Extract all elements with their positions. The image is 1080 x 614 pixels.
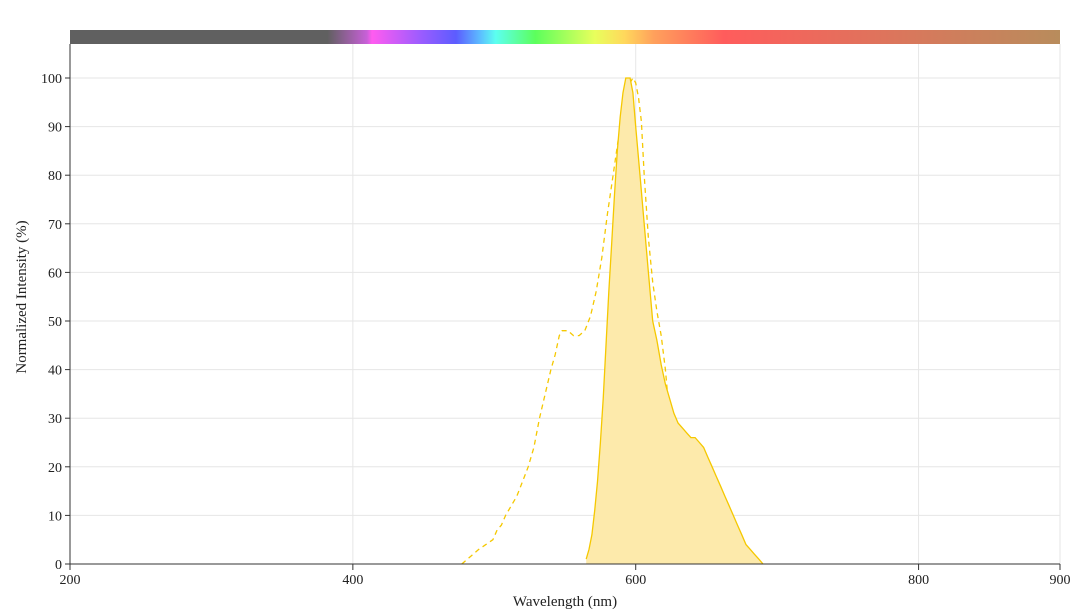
x-tick-label: 200 — [60, 573, 81, 588]
axes: 0 10 20 30 40 50 60 70 80 90 100 200 400 600 800 900 — [41, 44, 1071, 588]
y-tick-label: 70 — [48, 218, 62, 233]
y-tick-label: 20 — [48, 461, 62, 476]
x-tick-label: 600 — [625, 573, 646, 588]
y-tick-label: 40 — [48, 364, 62, 379]
grid-lines — [69, 44, 1061, 565]
spectrum-color-bar — [70, 30, 1060, 44]
excitation-line — [461, 76, 686, 565]
x-tick-label: 400 — [342, 573, 363, 588]
y-tick-label: 10 — [48, 509, 62, 524]
y-tick-label: 80 — [48, 169, 62, 184]
y-axis-title: Normalized Intensity (%) — [14, 220, 30, 373]
emission-line — [585, 77, 764, 565]
series-layer — [461, 76, 764, 565]
y-tick-label: 0 — [55, 558, 62, 573]
x-axis-title: Wavelength (nm) — [513, 594, 617, 610]
x-tick-label: 900 — [1050, 573, 1071, 588]
y-tick-label: 30 — [48, 412, 62, 427]
y-tick-label: 100 — [41, 72, 62, 87]
emission-area — [586, 78, 763, 564]
x-tick-label: 800 — [908, 573, 929, 588]
y-tick-label: 60 — [48, 266, 62, 281]
y-tick-label: 50 — [48, 315, 62, 330]
y-tick-label: 90 — [48, 121, 62, 136]
